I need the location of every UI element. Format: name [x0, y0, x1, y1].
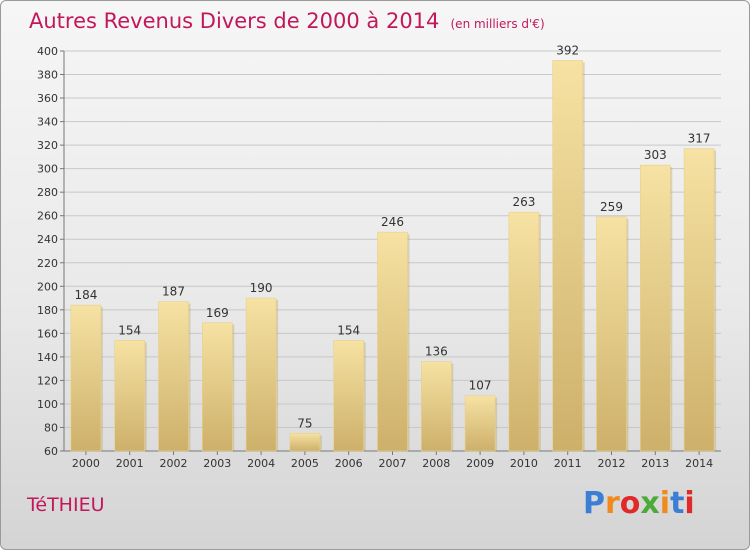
y-tick-label: 100	[37, 398, 58, 411]
bar	[289, 433, 321, 452]
commune-name: TéTHIEU	[27, 494, 105, 516]
data-label: 263	[512, 195, 535, 209]
x-tick-label: 2005	[291, 457, 319, 470]
data-label: 317	[688, 132, 711, 146]
x-tick-label: 2010	[510, 457, 538, 470]
x-tick-label: 2009	[466, 457, 494, 470]
brand-letter: o	[619, 486, 641, 521]
x-tick-label: 2011	[554, 457, 582, 470]
brand-letter: x	[640, 486, 660, 521]
bar	[552, 60, 584, 452]
bar	[639, 164, 671, 452]
data-label: 187	[162, 285, 185, 299]
bar	[508, 211, 540, 452]
data-label: 184	[74, 288, 97, 302]
x-tick-label: 2006	[335, 457, 363, 470]
y-tick-label: 140	[37, 351, 58, 364]
data-label: 246	[381, 215, 404, 229]
y-tick-label: 220	[37, 257, 58, 270]
bar	[377, 231, 408, 452]
y-tick-label: 360	[37, 92, 58, 105]
y-tick-label: 200	[37, 280, 58, 293]
bar	[464, 395, 496, 452]
data-label: 154	[337, 323, 360, 337]
x-tick-label: 2001	[116, 457, 144, 470]
brand-letter: i	[659, 486, 671, 521]
chart-header: Autres Revenus Divers de 2000 à 2014 (en…	[29, 9, 545, 33]
data-label: 259	[600, 200, 623, 214]
bar	[114, 340, 145, 452]
y-tick-label: 240	[37, 233, 58, 246]
x-tick-label: 2004	[247, 457, 275, 470]
data-label: 154	[118, 323, 141, 337]
data-label: 107	[469, 379, 492, 393]
y-tick-label: 320	[37, 139, 58, 152]
y-tick-label: 180	[37, 304, 58, 317]
data-label: 392	[556, 43, 579, 57]
bar	[70, 304, 102, 452]
x-tick-label: 2000	[72, 457, 100, 470]
brand-letter: i	[684, 486, 695, 521]
y-tick-label: 160	[37, 327, 58, 340]
y-tick-label: 60	[44, 445, 58, 458]
bar	[420, 361, 452, 452]
chart-unit: (en milliers d'€)	[450, 17, 545, 31]
chart-title: Autres Revenus Divers de 2000 à 2014	[29, 9, 440, 33]
y-tick-label: 300	[37, 163, 58, 176]
y-tick-label: 280	[37, 186, 58, 199]
data-label: 303	[644, 148, 667, 162]
x-tick-label: 2003	[203, 457, 231, 470]
bar	[202, 322, 233, 452]
bar	[596, 216, 627, 452]
data-label: 190	[250, 281, 273, 295]
bar	[333, 340, 365, 452]
labels: 184 154 187 169 190 75 154 246 136 107 263 392 259 30…	[74, 43, 710, 430]
y-tick-label: 400	[37, 45, 58, 58]
x-tick-label: 2002	[160, 457, 188, 470]
bar	[158, 301, 189, 452]
x-tick-label: 2013	[641, 457, 669, 470]
y-tick-label: 380	[37, 69, 58, 82]
brand-letter: r	[605, 486, 620, 521]
data-label: 169	[206, 306, 229, 320]
bars	[70, 60, 717, 452]
bar	[683, 148, 715, 452]
brand-letter: P	[583, 486, 605, 521]
y-tick-label: 260	[37, 210, 58, 223]
y-tick-label: 80	[44, 421, 58, 434]
data-label: 136	[425, 345, 448, 359]
x-tick-label: 2014	[685, 457, 713, 470]
x-tick-label: 2012	[598, 457, 626, 470]
x-tick-label: 2007	[379, 457, 407, 470]
brand-letter: t	[670, 486, 685, 521]
brand-logo: Proxiti	[583, 486, 695, 521]
x-tick-label: 2008	[422, 457, 450, 470]
y-tick-label: 120	[37, 374, 58, 387]
data-label: 75	[297, 416, 312, 430]
y-tick-label: 340	[37, 116, 58, 129]
bar	[245, 297, 277, 452]
